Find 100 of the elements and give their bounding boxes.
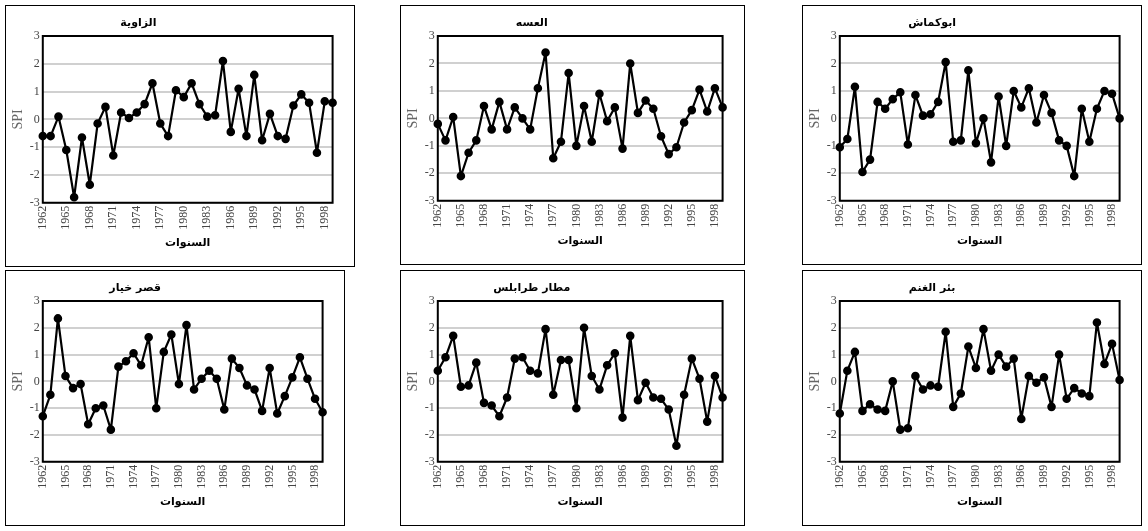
x-tick-label: 1995 xyxy=(683,464,698,489)
x-tick-label: 1977 xyxy=(152,205,167,230)
x-tick-label: 1998 xyxy=(707,464,722,489)
point xyxy=(46,390,55,400)
point xyxy=(843,134,852,144)
point xyxy=(310,394,320,404)
x-tick-label: 1974 xyxy=(522,203,537,228)
x-tick-label: 1983 xyxy=(990,203,1005,228)
point xyxy=(572,403,581,413)
point xyxy=(265,109,275,119)
y-tick-label: 3 xyxy=(830,28,837,43)
point xyxy=(456,171,466,181)
point xyxy=(202,112,212,121)
x-tick-label: 1986 xyxy=(1013,464,1028,489)
point xyxy=(257,135,267,145)
x-tick-label: 1974 xyxy=(522,464,537,489)
x-tick-label: 1983 xyxy=(591,203,606,228)
point xyxy=(618,413,627,422)
point xyxy=(76,379,85,389)
point xyxy=(116,108,126,117)
x-tick-label: 1962 xyxy=(34,464,49,489)
y-tick-label: 0 xyxy=(830,110,837,125)
point xyxy=(61,145,71,155)
x-tick-label: 1962 xyxy=(831,203,846,228)
point xyxy=(548,153,558,163)
x-tick-label: 1992 xyxy=(261,464,276,489)
point xyxy=(487,125,496,134)
point xyxy=(656,394,666,404)
point xyxy=(303,374,312,384)
point xyxy=(479,101,489,111)
y-tick-label: 1 xyxy=(33,346,40,361)
point xyxy=(242,381,252,390)
point xyxy=(132,108,142,117)
point xyxy=(956,389,966,398)
y-tick-label: -2 xyxy=(424,427,435,442)
point xyxy=(1009,354,1019,363)
x-tick-label: 1998 xyxy=(1104,203,1119,228)
point xyxy=(167,330,176,339)
point xyxy=(1069,171,1079,181)
point xyxy=(948,137,958,147)
chart-title: الزاوية xyxy=(120,15,157,29)
x-tick-label: 1986 xyxy=(614,203,629,228)
point xyxy=(98,401,108,410)
point xyxy=(1047,108,1056,118)
point xyxy=(548,390,558,400)
point xyxy=(926,381,935,390)
point xyxy=(687,354,697,363)
x-tick-label: 1986 xyxy=(614,464,629,489)
point xyxy=(948,402,958,412)
x-tick-label: 1962 xyxy=(429,203,444,228)
point xyxy=(502,393,512,402)
y-tick-label: 2 xyxy=(33,319,40,334)
point xyxy=(289,101,298,110)
point xyxy=(148,78,157,88)
point xyxy=(1092,104,1102,114)
y-tick-label: 3 xyxy=(428,28,435,43)
point xyxy=(695,85,704,94)
x-tick-label: 1962 xyxy=(429,464,444,489)
point xyxy=(510,103,520,112)
point xyxy=(108,151,118,160)
point xyxy=(895,88,905,97)
point xyxy=(101,102,110,112)
point xyxy=(518,114,527,123)
y-axis-title: SPI xyxy=(807,107,823,129)
y-tick-label: 2 xyxy=(830,319,837,334)
point xyxy=(1047,402,1056,412)
point xyxy=(204,366,214,375)
y-tick-label: 0 xyxy=(428,373,435,388)
x-tick-label: 1965 xyxy=(57,464,72,489)
y-tick-label: 0 xyxy=(33,111,40,126)
x-tick-label: 1965 xyxy=(453,203,468,228)
point xyxy=(1032,378,1041,388)
point xyxy=(471,358,481,367)
x-tick-label: 1968 xyxy=(877,464,892,489)
point xyxy=(68,383,78,393)
point xyxy=(1077,104,1087,114)
point xyxy=(941,327,950,337)
point xyxy=(487,401,496,410)
x-tick-label: 1965 xyxy=(453,464,468,489)
point xyxy=(602,361,612,370)
point xyxy=(1107,339,1117,349)
point xyxy=(911,371,920,381)
point xyxy=(155,119,165,128)
point xyxy=(179,92,189,102)
point xyxy=(1016,103,1026,112)
x-tick-label: 1977 xyxy=(148,464,163,489)
point xyxy=(471,136,481,145)
y-tick-label: 3 xyxy=(830,293,837,308)
point xyxy=(448,112,458,122)
point xyxy=(633,108,643,118)
point xyxy=(679,390,689,400)
x-tick-label: 1980 xyxy=(968,464,983,489)
x-tick-label: 1998 xyxy=(707,203,722,228)
point xyxy=(541,48,550,57)
x-tick-label: 1977 xyxy=(945,464,960,489)
point xyxy=(979,324,988,334)
y-tick-label: -1 xyxy=(826,400,837,415)
x-tick-label: 1974 xyxy=(922,464,937,489)
x-axis-title: السنوات xyxy=(557,234,603,248)
point xyxy=(572,141,581,151)
